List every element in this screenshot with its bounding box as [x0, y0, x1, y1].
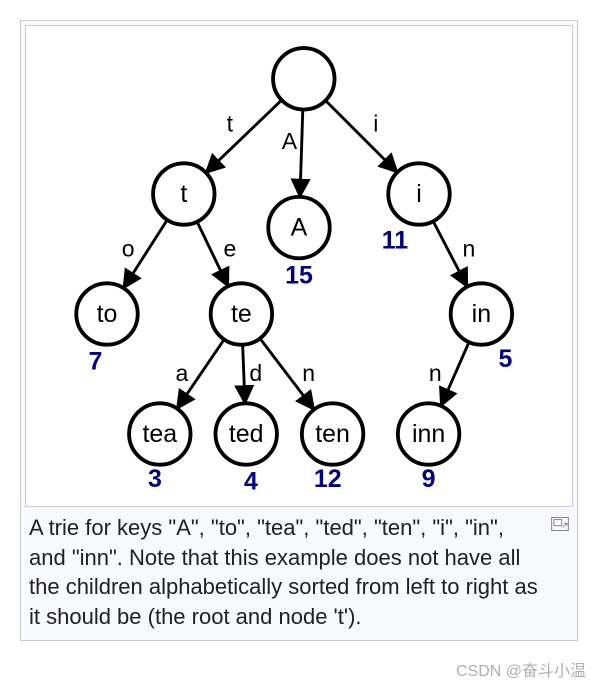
watermark-text: CSDN @奋斗小温 — [456, 657, 586, 681]
trie-diagram: t Ai to te in tea ted ten inn t Ai o e n a d n n 15 11 7 5 3… — [25, 25, 573, 507]
trie-svg: t Ai to te in tea ted ten inn t Ai o e n a d n n 15 11 7 5 3… — [26, 26, 572, 506]
node-label-te: te — [231, 300, 252, 328]
node-label-tea: tea — [142, 420, 177, 448]
figure-caption: A trie for keys "A", "to", "tea", "ted",… — [29, 513, 545, 632]
caption-row: A trie for keys "A", "to", "tea", "ted",… — [25, 507, 573, 636]
node-label-inn: inn — [412, 420, 445, 448]
node-label-t: t — [180, 180, 187, 208]
node-value-i: 11 — [382, 227, 409, 255]
edge-label-d: d — [249, 360, 262, 386]
edge-in-inn — [441, 342, 469, 406]
node-root — [273, 48, 334, 109]
node-value-tea: 3 — [148, 465, 162, 493]
edge-root-t — [206, 100, 282, 173]
enlarge-icon[interactable] — [551, 517, 569, 531]
edge-root-i — [326, 101, 398, 173]
node-value-ten: 12 — [314, 465, 342, 493]
edge-label-A: A — [282, 128, 298, 154]
edge-label-n: n — [302, 360, 315, 386]
node-label-A: A — [291, 214, 308, 242]
node-value-inn: 9 — [422, 465, 436, 493]
edge-label-i: i — [373, 111, 378, 137]
edge-label-n: n — [429, 360, 442, 386]
node-value-ted: 4 — [244, 468, 258, 496]
node-label-ten: ten — [315, 420, 350, 448]
edge-label-o: o — [122, 235, 135, 261]
edge-root-A — [300, 110, 303, 197]
figure-container: t Ai to te in tea ted ten inn t Ai o e n a d n n 15 11 7 5 3… — [20, 20, 578, 641]
edge-te-ted — [243, 345, 245, 404]
node-label-in: in — [472, 300, 491, 328]
node-value-in: 5 — [498, 345, 512, 373]
edge-label-t: t — [227, 111, 234, 137]
node-label-to: to — [97, 300, 118, 328]
edge-label-e: e — [223, 235, 236, 261]
node-label-i: i — [416, 180, 422, 208]
node-value-to: 7 — [89, 348, 103, 376]
edge-label-a: a — [175, 360, 188, 386]
node-label-ted: ted — [229, 420, 264, 448]
node-value-A: 15 — [285, 261, 313, 289]
edge-label-n: n — [463, 235, 476, 261]
